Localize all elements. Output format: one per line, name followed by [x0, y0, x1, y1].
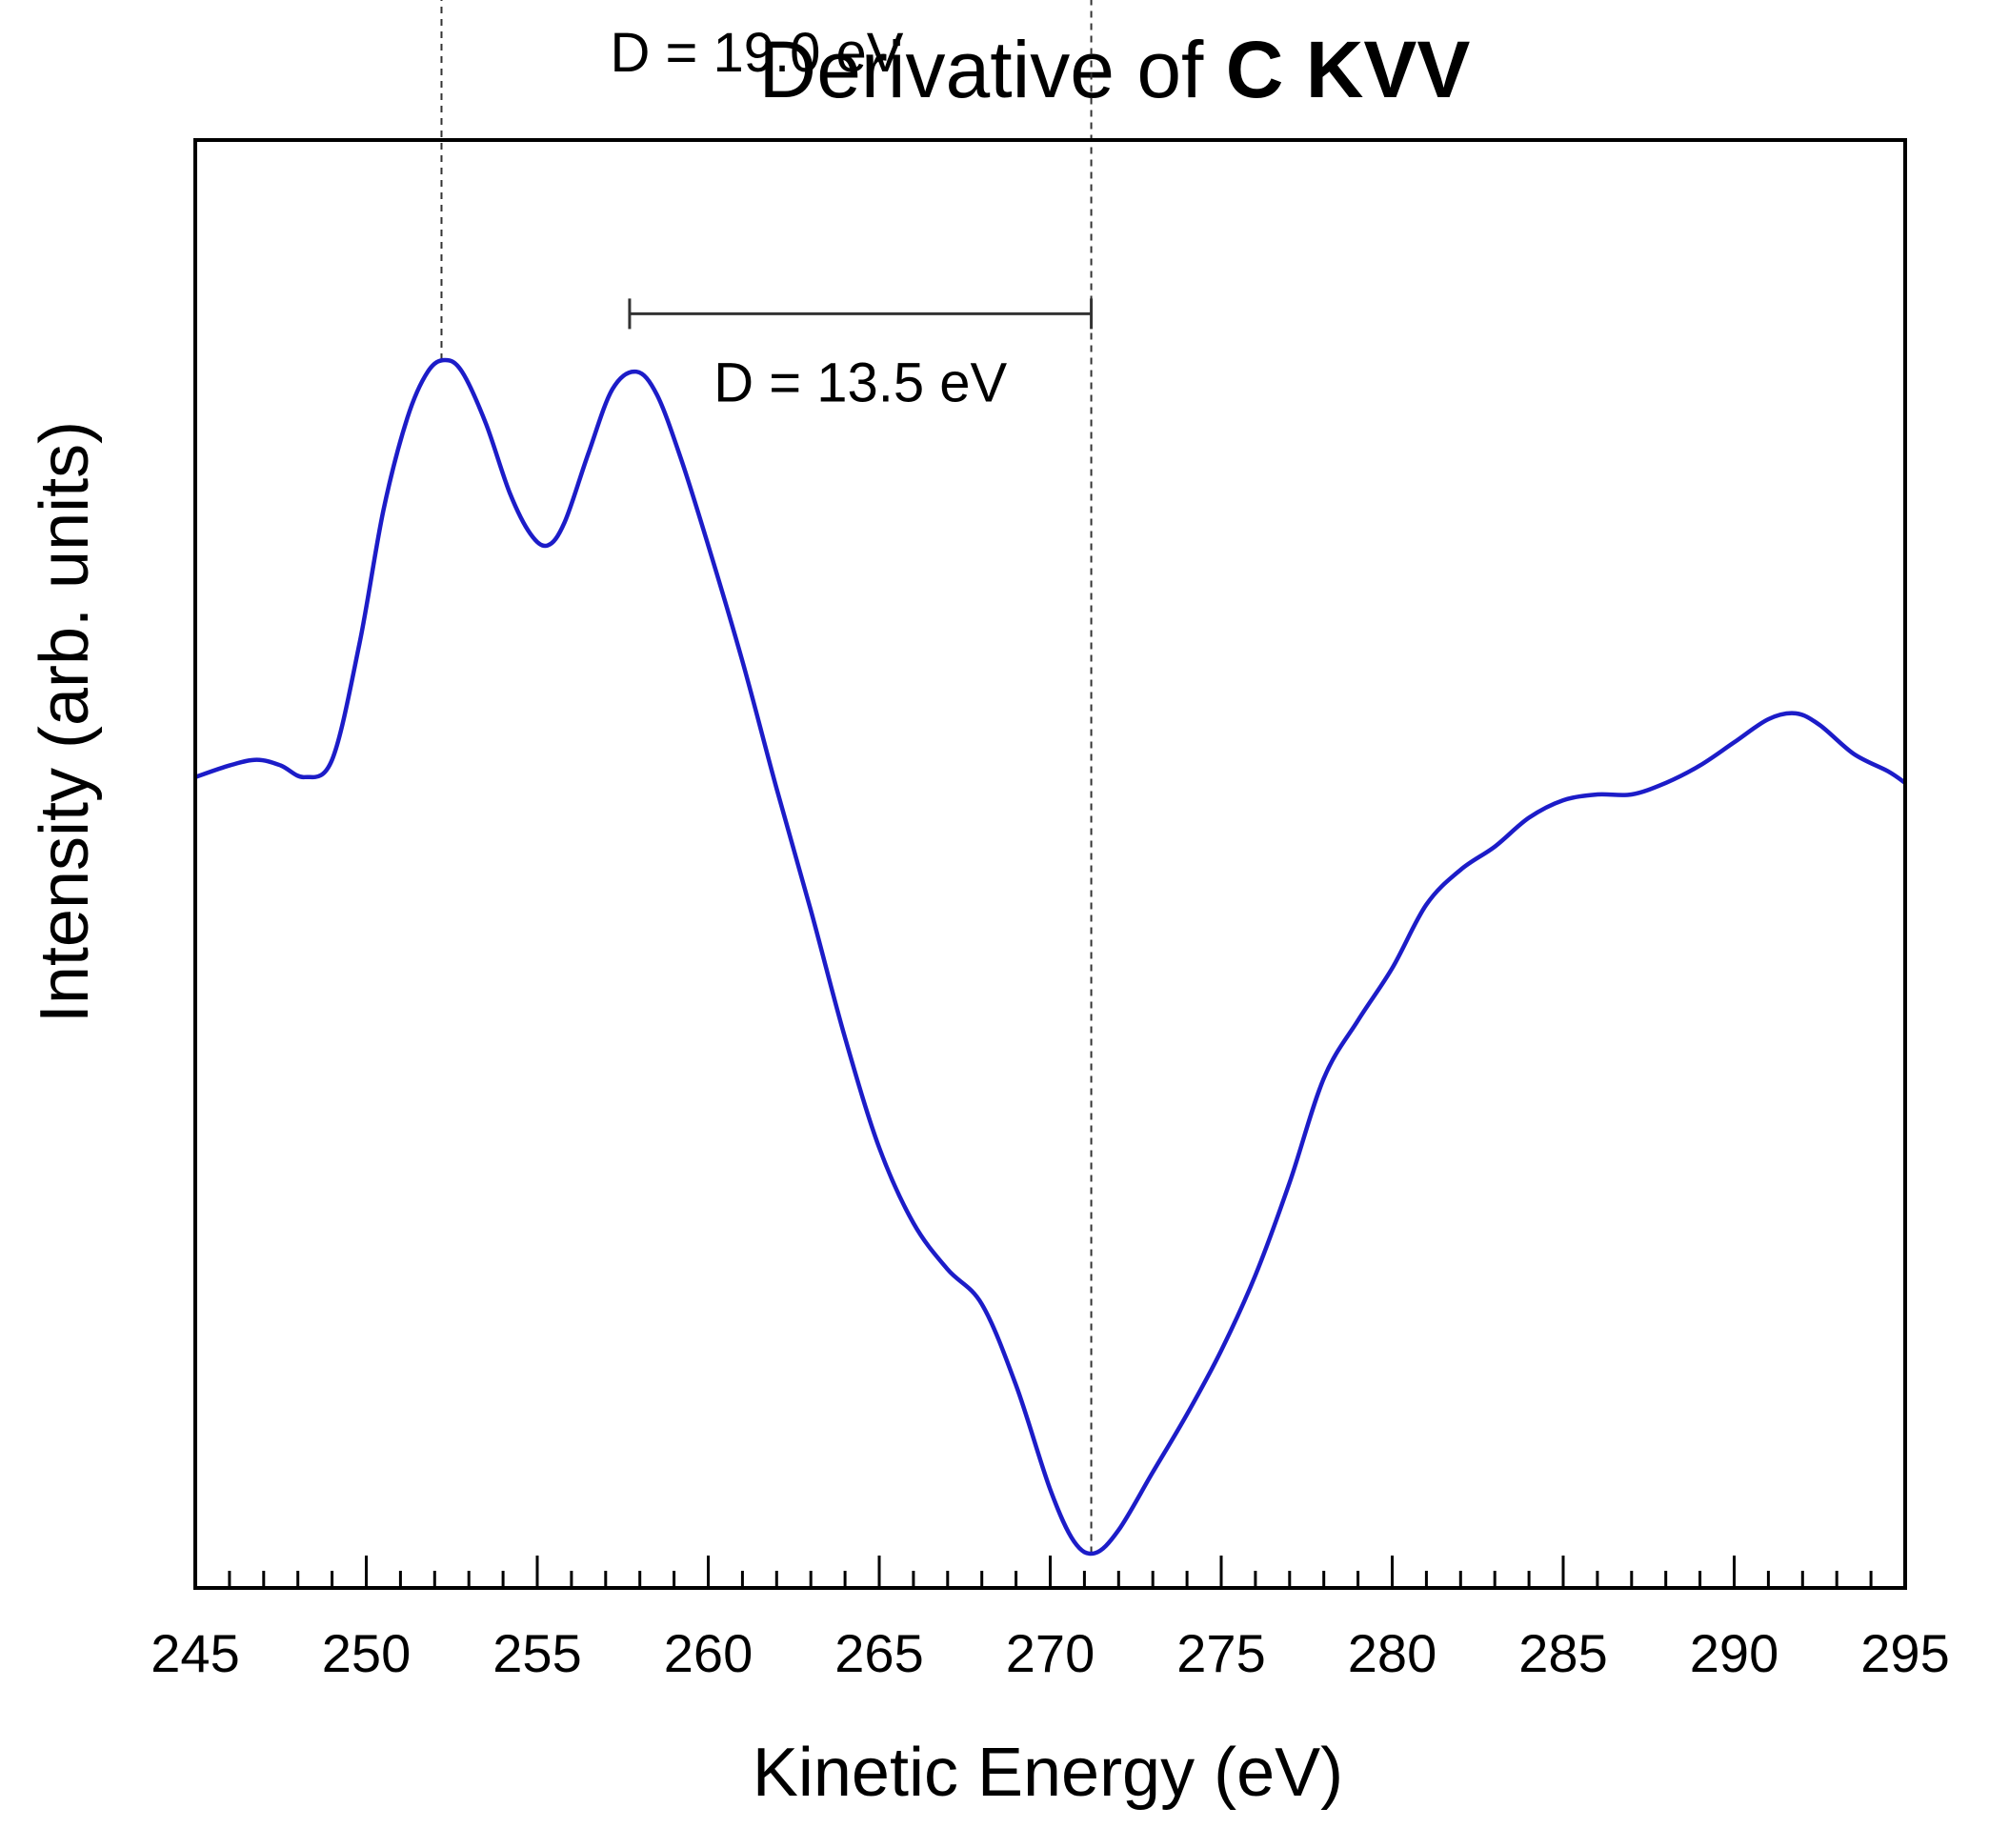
chart-title-text: Derivative of C KVV: [759, 25, 1471, 114]
x-tick-label: 265: [834, 1623, 923, 1683]
x-tick-label: 245: [151, 1623, 239, 1683]
x-axis-tick-labels: 245 250 255 260 265 270 275 280 285 290 295: [151, 1623, 1949, 1683]
x-tick-label: 255: [492, 1623, 581, 1683]
chart-title-bold: C KVV: [1226, 25, 1471, 114]
x-axis-ticks: [193, 1556, 1907, 1588]
annotation-label-0: D = 19.0 eV: [611, 22, 904, 84]
x-axis-label: Kinetic Energy (eV): [753, 1735, 1343, 1811]
annotation-label-1: D = 13.5 eV: [713, 352, 1007, 413]
x-tick-label: 260: [664, 1623, 753, 1683]
chart-title-prefix: Derivative of: [759, 25, 1226, 114]
x-tick-label: 295: [1860, 1623, 1949, 1683]
x-tick-label: 275: [1176, 1623, 1265, 1683]
chart-title: Derivative of C KVV: [759, 25, 1471, 114]
y-axis-label: Intensity (arb. units): [27, 421, 103, 1023]
x-tick-label: 285: [1518, 1623, 1607, 1683]
series-line-0: [194, 357, 1907, 1557]
reference-lines: [440, 0, 1093, 1554]
plot-area-frame: [193, 138, 1907, 1590]
x-tick-label: 290: [1690, 1623, 1778, 1683]
x-tick-label: 280: [1348, 1623, 1436, 1683]
annotations: D = 19.0 eV D = 13.5 eV: [611, 22, 1094, 413]
x-tick-label: 250: [322, 1623, 411, 1683]
data-series: [194, 357, 1907, 1557]
x-tick-label: 270: [1006, 1623, 1095, 1683]
